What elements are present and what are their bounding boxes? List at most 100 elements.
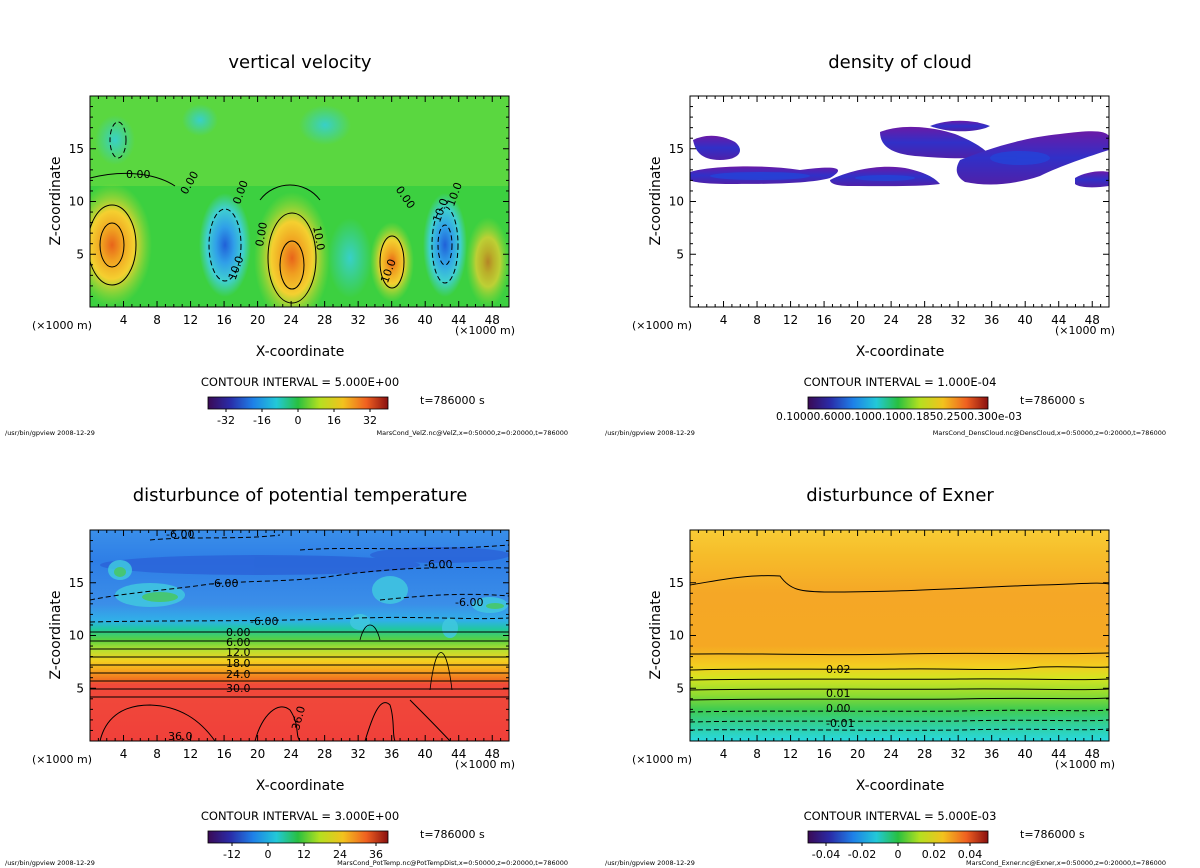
x-tick-label: 36 <box>984 313 999 327</box>
updraft-core <box>90 183 152 307</box>
x-tick-label: 40 <box>418 747 433 761</box>
contour-labels: 0.02 0.01 0.00 -0.01 <box>826 663 854 730</box>
x-tick-label: 16 <box>816 747 831 761</box>
footer-right: MarsCond_VelZ.nc@VelZ,x=0:50000,z=0:2000… <box>377 429 568 437</box>
contour-label: 0.00 <box>126 168 151 181</box>
y-axis: 5 10 15 <box>69 106 509 297</box>
x-tick-label: 4 <box>720 747 728 761</box>
chart-title: density of cloud <box>828 52 972 73</box>
x-tick-label: 12 <box>783 313 798 327</box>
x-axis: 4 8 12 16 20 24 28 32 36 40 44 48 <box>697 96 1102 327</box>
contour-label: 24.0 <box>226 668 251 681</box>
contour-lines-negative <box>690 709 1109 731</box>
x-tick-label: 8 <box>753 313 761 327</box>
chart-title: vertical velocity <box>228 52 372 73</box>
colorbar-tick-label: -0.04 <box>812 848 840 861</box>
contour-label: -6.00 <box>166 528 194 541</box>
y-tick-label: 5 <box>76 247 84 261</box>
contour-label: 0.00 <box>253 221 270 247</box>
colorbar-tick-label: 36 <box>369 848 383 861</box>
x-tick-label: 44 <box>1051 313 1066 327</box>
time-label: t=786000 s <box>420 828 485 841</box>
contour-label: 6.00 <box>226 636 251 649</box>
contour-lines <box>690 575 1109 701</box>
green-patches <box>114 567 504 609</box>
cloud-core <box>710 151 1050 181</box>
downdraft-core <box>299 105 351 145</box>
x-tick-label: 48 <box>1085 313 1100 327</box>
updraft-core <box>370 222 414 302</box>
x-axis: 4 8 12 16 20 24 28 32 36 40 44 48 <box>697 530 1102 761</box>
y-tick-label: 15 <box>669 576 684 590</box>
x-tick-label: 36 <box>384 747 399 761</box>
x-tick-label: 4 <box>720 313 728 327</box>
x-unit-right: (×1000 m) <box>1055 758 1115 771</box>
y-tick-label: 5 <box>676 681 684 695</box>
x-tick-label: 44 <box>451 313 466 327</box>
footer-right: MarsCond_DensCloud.nc@DensCloud,x=0:5000… <box>933 429 1166 437</box>
footer-right: MarsCond_Exner.nc@Exner,x=0:50000,z=0:20… <box>966 859 1166 867</box>
time-label: t=786000 s <box>1020 394 1085 407</box>
contour-label: 36.0 <box>168 730 193 743</box>
x-tick-label: 16 <box>816 313 831 327</box>
colorbar-tick-label: 0 <box>895 848 902 861</box>
x-tick-label: 28 <box>317 747 332 761</box>
x-tick-label: 4 <box>120 747 128 761</box>
x-tick-label: 8 <box>153 313 161 327</box>
colorbar-tick-label: 32 <box>363 414 377 427</box>
x-axis-label: X-coordinate <box>256 778 345 794</box>
x-tick-label: 40 <box>1018 313 1033 327</box>
panel-potential-temperature: disturbunce of potential temperature <box>5 485 568 867</box>
x-tick-label: 44 <box>1051 747 1066 761</box>
downdraft-core <box>423 193 467 297</box>
upper-structures <box>100 547 509 575</box>
footer-left: /usr/bin/gpview 2008-12-29 <box>5 859 95 867</box>
x-tick-label: 8 <box>753 747 761 761</box>
footer-left: /usr/bin/gpview 2008-12-29 <box>605 429 695 437</box>
y-axis-label: Z-coordinate <box>48 590 64 679</box>
contour-interval: CONTOUR INTERVAL = 1.000E-04 <box>804 375 997 389</box>
x-tick-label: 32 <box>951 747 966 761</box>
panel-vertical-velocity: vertical velocity <box>5 52 568 437</box>
colorbar-tick-label: -16 <box>253 414 271 427</box>
contour-label: -6.00 <box>455 596 483 609</box>
y-axis: 5 10 15 <box>69 540 509 731</box>
contour-label: 0.01 <box>826 687 851 700</box>
x-tick-label: 40 <box>1018 747 1033 761</box>
y-tick-label: 10 <box>669 195 684 209</box>
plot-area: -6.00 -6.00 -6.00 -6.00 -6.00 0.00 6.00 … <box>90 528 509 743</box>
contour-label: -6.00 <box>250 615 278 628</box>
downdraft-core <box>199 193 251 297</box>
x-axis: 4 8 12 16 20 24 28 32 36 40 44 48 <box>97 96 502 327</box>
x-tick-label: 12 <box>183 747 198 761</box>
plot-area: 0.02 0.01 0.00 -0.01 <box>690 530 1109 741</box>
footer-left: /usr/bin/gpview 2008-12-29 <box>5 429 95 437</box>
x-tick-label: 24 <box>883 313 898 327</box>
contour-label: -0.01 <box>826 717 854 730</box>
x-tick-label: 28 <box>917 313 932 327</box>
contour-label: 18.0 <box>226 657 251 670</box>
time-label: t=786000 s <box>1020 828 1085 841</box>
y-axis: 5 10 15 <box>669 540 1109 731</box>
y-axis: 5 10 15 <box>669 106 1109 297</box>
y-tick-label: 10 <box>69 629 84 643</box>
colorbar-tick-label: -0.02 <box>848 848 876 861</box>
y-tick-label: 5 <box>676 247 684 261</box>
x-tick-label: 16 <box>216 313 231 327</box>
contour-label: 0.02 <box>826 663 851 676</box>
perturbation-bumps <box>359 624 453 691</box>
contour-lines-negative <box>109 121 459 284</box>
y-tick-label: 15 <box>69 576 84 590</box>
x-axis-label: X-coordinate <box>856 344 945 360</box>
colorbar-tick-label: 0 <box>265 848 272 861</box>
colorbar-tick-label: -32 <box>217 414 235 427</box>
x-tick-label: 32 <box>351 747 366 761</box>
plot-area <box>690 96 1109 307</box>
contour-label: 10.0 <box>310 225 327 251</box>
x-tick-label: 48 <box>485 313 500 327</box>
x-tick-label: 40 <box>418 313 433 327</box>
colorbar-tick-label: 0.02 <box>922 848 947 861</box>
x-unit-right: (×1000 m) <box>455 758 515 771</box>
x-tick-label: 28 <box>917 747 932 761</box>
